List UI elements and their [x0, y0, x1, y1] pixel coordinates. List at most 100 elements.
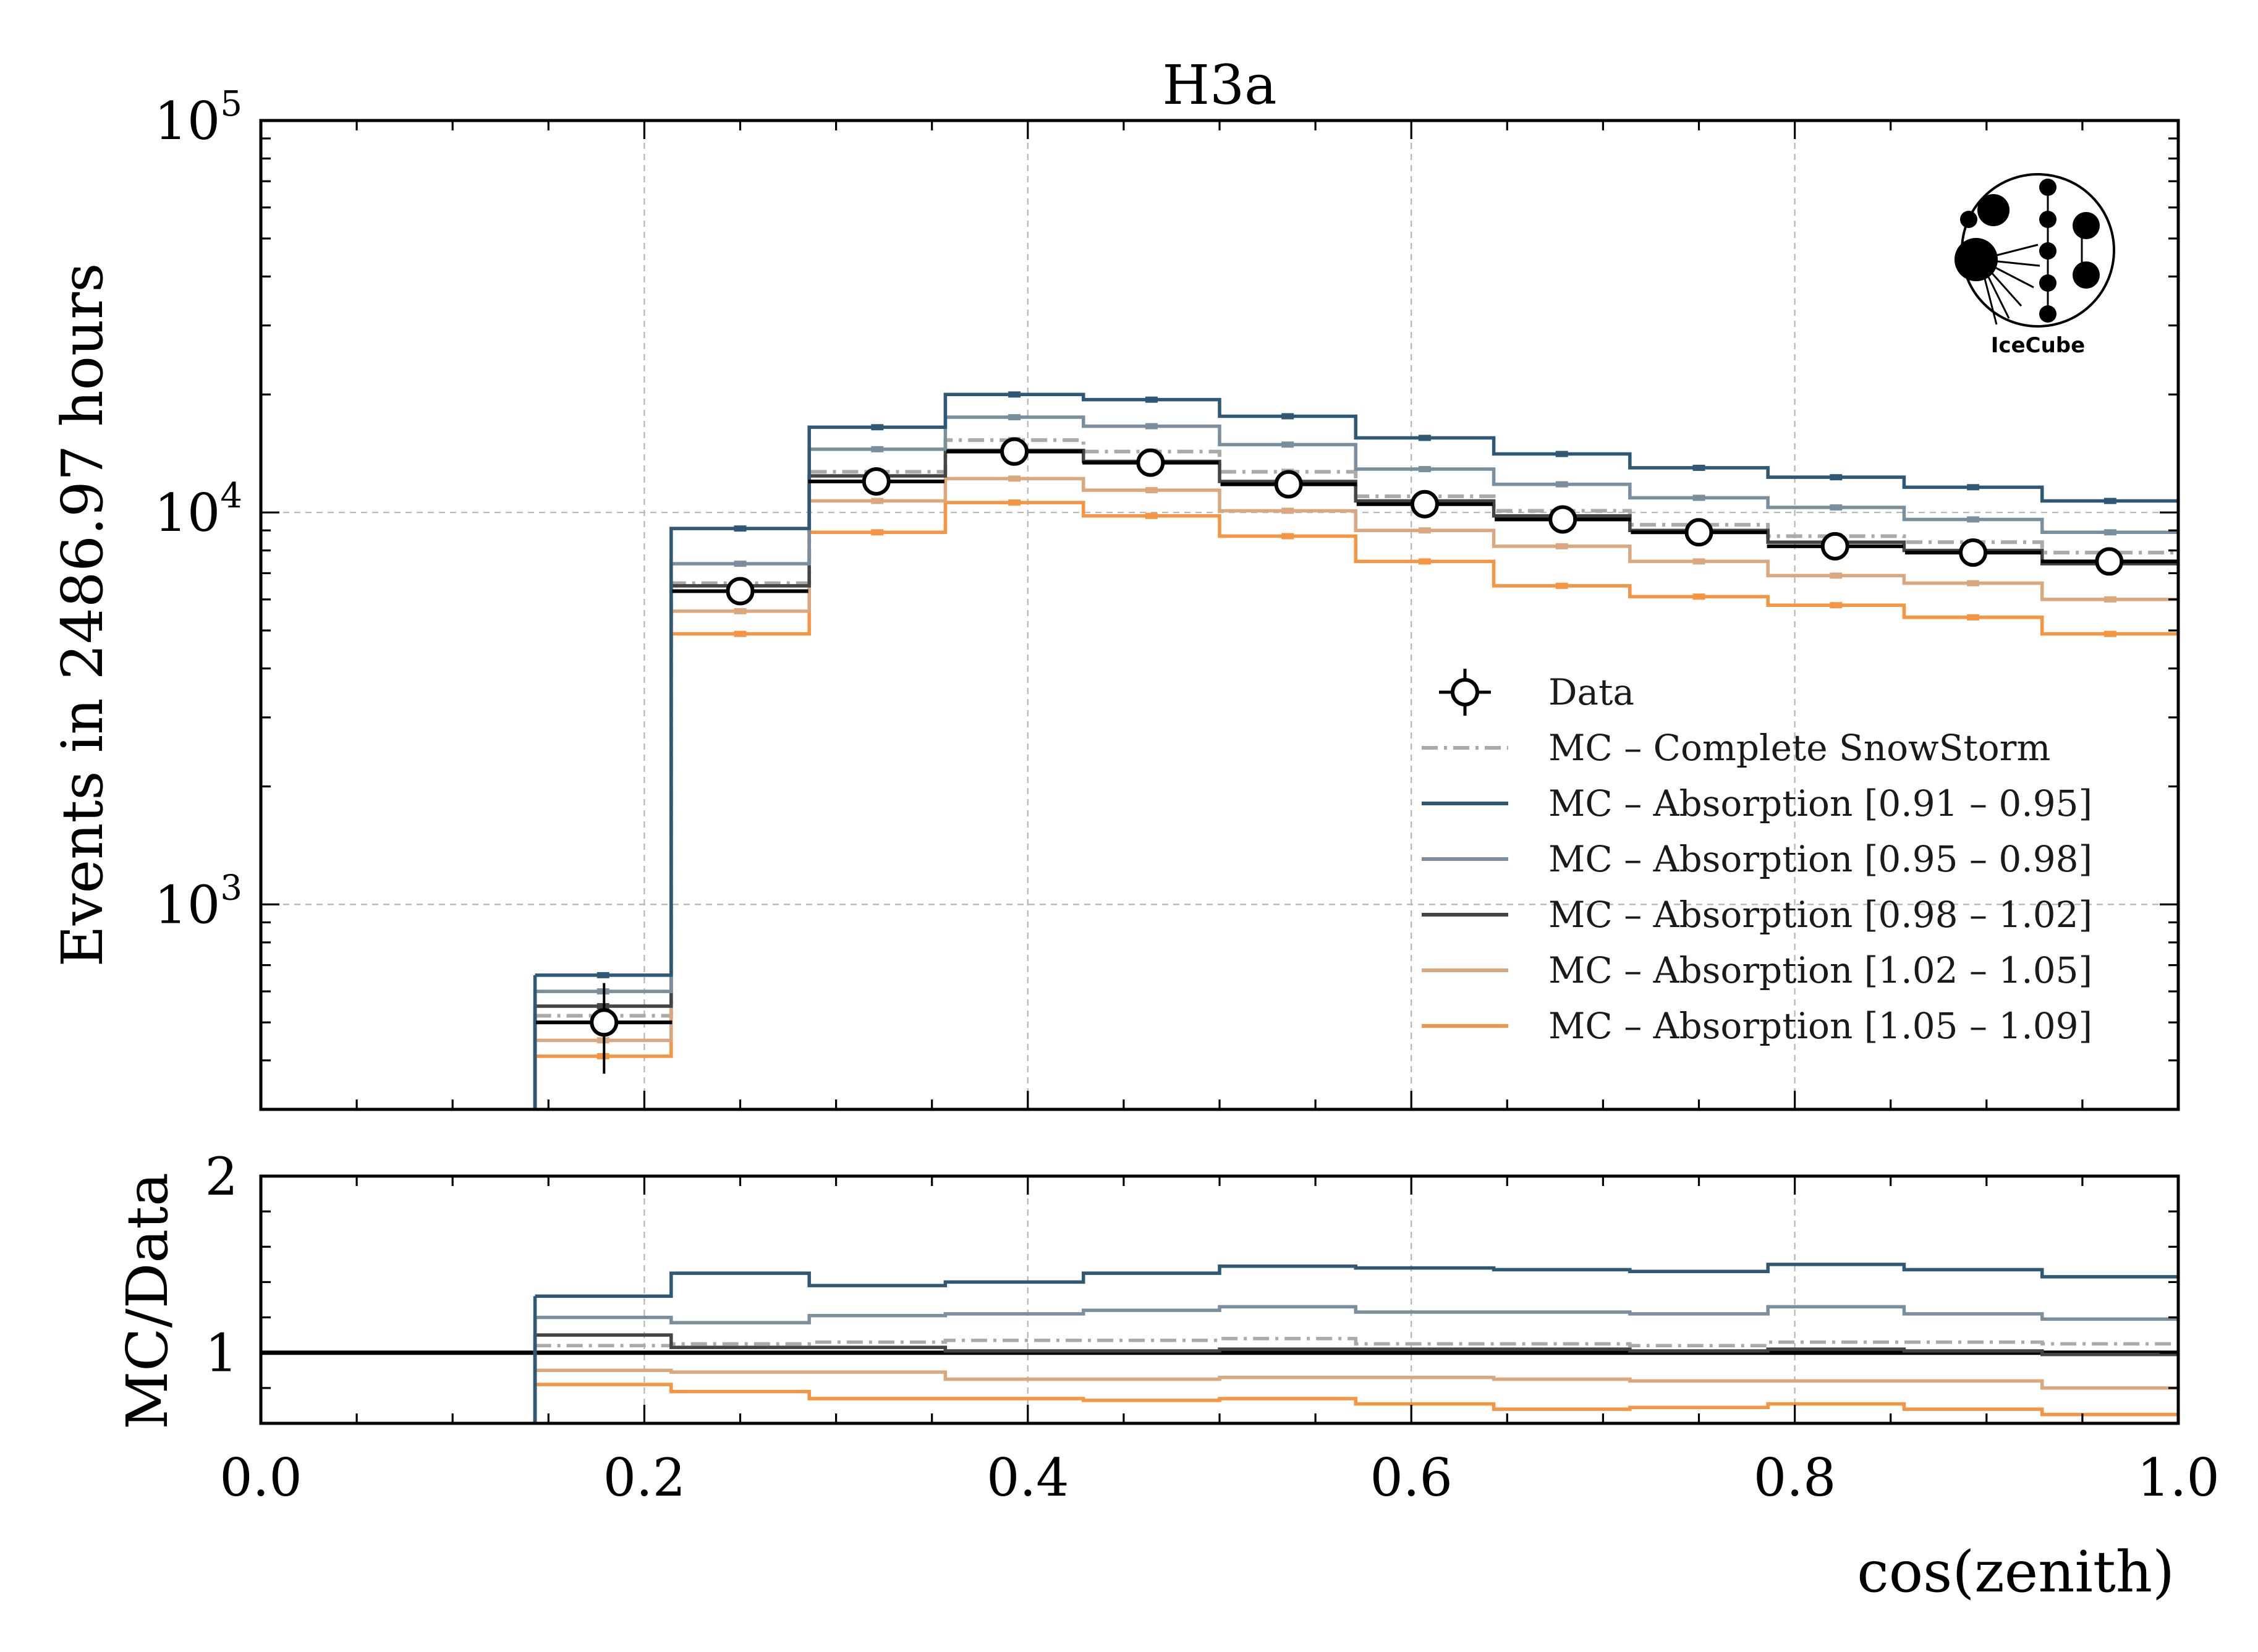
series-error-mark [1281, 413, 1294, 420]
series-error-mark [1967, 580, 1980, 587]
legend-label: MC – Absorption [1.02 – 1.05] [1548, 949, 2092, 991]
data-point [1631, 518, 1767, 547]
data-marker [1959, 538, 1988, 567]
series-error-mark [1281, 507, 1294, 514]
chart-title: H3a [1162, 53, 1276, 117]
ratio-panel: 12 0.0 0.2 0.4 0.6 0.8 1.0 MC/Data cos(zenith… [114, 1146, 2220, 1605]
legend-data-marker [1451, 678, 1479, 706]
data-marker [1410, 489, 1439, 519]
data-marker [1684, 518, 1713, 547]
main-ticks [260, 119, 2179, 1111]
series-error-mark [1692, 494, 1705, 501]
series-error-mark [1281, 533, 1294, 540]
legend-label: MC – Absorption [0.91 – 0.95] [1548, 782, 2092, 824]
logo-dom-dots [1955, 179, 2100, 323]
series-error-mark [871, 529, 884, 536]
data-point [1356, 489, 1493, 519]
data-marker [1000, 437, 1029, 466]
ratio-series-5 [533, 1383, 2178, 1423]
y-tick-label: 105 [154, 84, 242, 151]
data-marker [1136, 448, 1165, 477]
data-marker [590, 1008, 619, 1037]
series-error-mark [1830, 504, 1843, 511]
data-marker [2095, 547, 2124, 576]
data-marker [1548, 505, 1577, 534]
data-point [1904, 538, 2042, 567]
legend-item: MC – Absorption [0.91 – 0.95] [1422, 782, 2092, 824]
data-point [946, 437, 1083, 466]
legend-label: MC – Absorption [0.95 – 0.98] [1548, 838, 2092, 880]
series-error-mark [1830, 602, 1843, 609]
ratio-grid [643, 1176, 1796, 1423]
series-error-mark [734, 561, 747, 567]
series-error-mark [734, 525, 747, 532]
data-point [672, 577, 809, 606]
data-point [536, 983, 673, 1074]
series-error-mark [2103, 630, 2116, 637]
series-error-mark [1830, 572, 1843, 579]
series-error-mark [1145, 423, 1158, 430]
legend-item-data: Data [1439, 669, 1634, 716]
main-y-tick-labels: 103 104 105 [154, 84, 242, 935]
ratio-series-4 [533, 1368, 2178, 1423]
ratio-y-tick-label: 2 [205, 1146, 238, 1207]
series-error-mark [1145, 487, 1158, 494]
series-error-mark [871, 498, 884, 504]
legend-item: MC – Absorption [1.05 – 1.09] [1422, 1005, 2092, 1047]
legend: Data MC – Complete SnowStorm MC – Absorpti… [1422, 669, 2092, 1047]
series-error-mark [1281, 441, 1294, 448]
series-error-mark [1967, 484, 1980, 491]
series-error-mark [1008, 475, 1021, 482]
y-axis-label: Events in 2486.97 hours [49, 263, 116, 967]
ratio-series-group [261, 1263, 2178, 1423]
data-marker [862, 467, 891, 496]
y-tick-label: 104 [154, 476, 242, 543]
series-error-mark [871, 424, 884, 431]
series-error-mark [1418, 466, 1431, 473]
x-tick-label: 0.8 [1754, 1447, 1836, 1508]
series-error-mark [1555, 543, 1568, 549]
ratio-series-2 [533, 1305, 2178, 1423]
data-point [1220, 470, 1357, 499]
ratio-y-axis-label: MC/Data [114, 1172, 180, 1430]
data-point [1082, 448, 1219, 477]
ratio-y-tick-labels: 12 [205, 1146, 238, 1384]
series-error-mark [1418, 527, 1431, 534]
ratio-ticks [260, 1175, 2179, 1425]
series-error-mark [1830, 474, 1843, 481]
series-error-mark [1418, 434, 1431, 441]
logo-text: IceCube [1991, 333, 2085, 358]
ratio-line [535, 1383, 2178, 1417]
data-marker [1274, 470, 1303, 499]
ratio-line [535, 1333, 2178, 1357]
legend-label: MC – Absorption [0.98 – 1.02] [1548, 894, 2092, 936]
data-points-group [536, 437, 2178, 1074]
ratio-line [535, 1368, 2178, 1390]
series-error-mark [1008, 499, 1021, 506]
main-panel: 103 104 105 H3a Events in 2486.97 hours Da… [49, 53, 2180, 1111]
series-error-mark [1418, 558, 1431, 565]
series-error-mark [2103, 529, 2116, 536]
data-marker [726, 577, 755, 606]
series-error-mark [871, 446, 884, 452]
x-axis-label: cos(zenith) [1857, 1539, 2175, 1605]
series-error-mark [1555, 481, 1568, 488]
icecube-logo: IceCube [1955, 173, 2115, 358]
legend-label: MC – Absorption [1.05 – 1.09] [1548, 1005, 2092, 1047]
series-error-mark [1008, 391, 1021, 398]
ratio-plot-frame [259, 1174, 2180, 1425]
series-line [535, 392, 2178, 977]
x-tick-label: 0.2 [603, 1447, 686, 1508]
series-error-mark [2103, 596, 2116, 603]
data-point [1767, 532, 1903, 561]
legend-label-data: Data [1548, 671, 1634, 713]
data-marker [1820, 532, 1849, 561]
ratio-series-1 [533, 1263, 2178, 1423]
data-point [2041, 547, 2178, 576]
data-point [1495, 505, 1631, 534]
legend-label: MC – Complete SnowStorm [1548, 727, 2050, 769]
legend-item: MC – Absorption [1.02 – 1.05] [1422, 949, 2092, 991]
series-error-mark [1692, 464, 1705, 471]
series-error-mark [1692, 593, 1705, 600]
